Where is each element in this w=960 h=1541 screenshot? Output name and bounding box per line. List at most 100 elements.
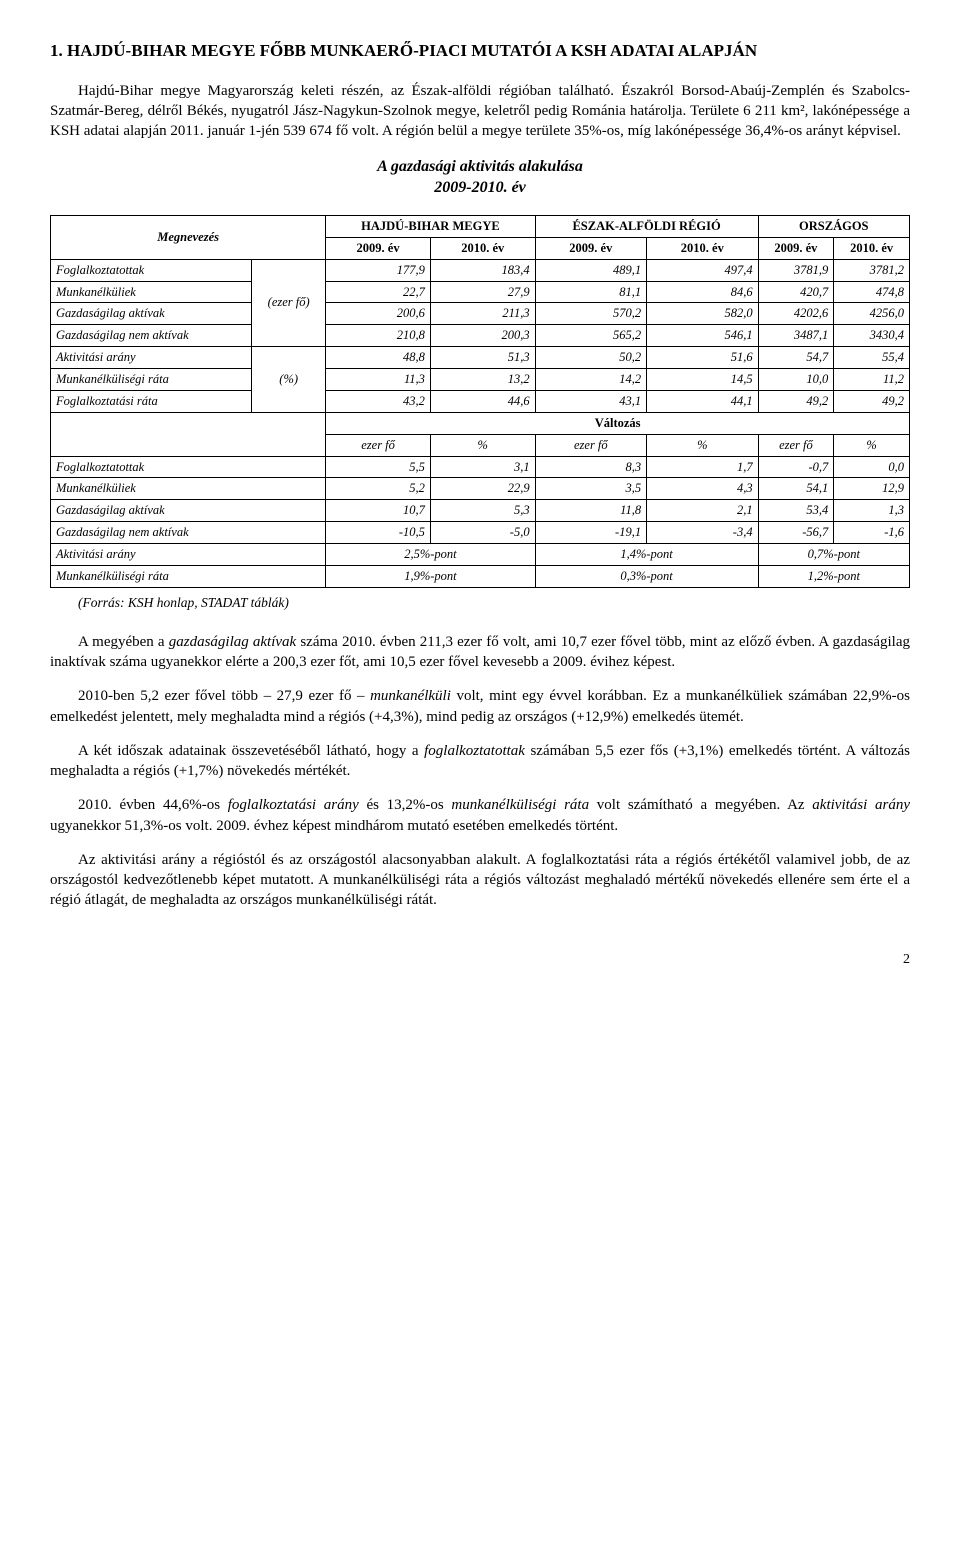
cell: -3,4 xyxy=(647,522,759,544)
cell: 3430,4 xyxy=(834,325,910,347)
cell: 81,1 xyxy=(535,281,646,303)
activity-table: Megnevezés HAJDÚ-BIHAR MEGYE ÉSZAK-ALFÖL… xyxy=(50,215,910,588)
cell-unit-ezer: (ezer fő) xyxy=(252,259,326,347)
text: és 13,2%-os xyxy=(359,797,452,813)
emphasis: munkanélküli xyxy=(370,688,451,704)
cell: 4,3 xyxy=(647,478,759,500)
cell: 27,9 xyxy=(430,281,535,303)
cell: 3,5 xyxy=(535,478,646,500)
table-row: Gazdaságilag nem aktívak -10,5 -5,0 -19,… xyxy=(51,522,910,544)
paragraph-5: 2010. évben 44,6%-os foglalkoztatási ará… xyxy=(50,795,910,836)
text: A megyében a xyxy=(78,634,169,650)
cell: 3781,9 xyxy=(758,259,834,281)
paragraph-6: Az aktivitási arány a régióstól és az or… xyxy=(50,850,910,911)
cell: 183,4 xyxy=(430,259,535,281)
cell: 54,7 xyxy=(758,347,834,369)
table-row: Gazdaságilag aktívak 10,7 5,3 11,8 2,1 5… xyxy=(51,500,910,522)
cell: 4256,0 xyxy=(834,303,910,325)
emphasis: munkanélküliségi ráta xyxy=(451,797,589,813)
cell: 1,3 xyxy=(834,500,910,522)
cell: 10,0 xyxy=(758,369,834,391)
cell: 582,0 xyxy=(647,303,759,325)
cell: 210,8 xyxy=(326,325,431,347)
cell: 200,3 xyxy=(430,325,535,347)
cell: 13,2 xyxy=(430,369,535,391)
cell: 12,9 xyxy=(834,478,910,500)
table-row-valtozas-head: Változás xyxy=(51,412,910,434)
table-source: (Forrás: KSH honlap, STADAT táblák) xyxy=(78,594,910,612)
table-row: Foglalkoztatottak (ezer fő) 177,9 183,4 … xyxy=(51,259,910,281)
paragraph-intro: Hajdú-Bihar megye Magyarország keleti ré… xyxy=(50,81,910,142)
th-region: ÉSZAK-ALFÖLDI RÉGIÓ xyxy=(535,215,758,237)
cell: 2,5%-pont xyxy=(326,544,535,566)
cell-label: Gazdaságilag nem aktívak xyxy=(51,522,326,544)
cell: 48,8 xyxy=(326,347,431,369)
th-2010-1: 2010. év xyxy=(430,237,535,259)
th-2009-2: 2009. év xyxy=(535,237,646,259)
cell: 1,9%-pont xyxy=(326,565,535,587)
section-title: 1. HAJDÚ-BIHAR MEGYE FŐBB MUNKAERŐ-PIACI… xyxy=(50,40,910,63)
table-row: Gazdaságilag aktívak 200,6 211,3 570,2 5… xyxy=(51,303,910,325)
cell: 570,2 xyxy=(535,303,646,325)
cell-label: Aktivitási arány xyxy=(51,544,326,566)
cell: -0,7 xyxy=(758,456,834,478)
cell: 43,1 xyxy=(535,390,646,412)
table-title-line1: A gazdasági aktivitás alakulása xyxy=(377,158,583,175)
table-title: A gazdasági aktivitás alakulása 2009-201… xyxy=(50,156,910,199)
table-row: Munkanélküliek 5,2 22,9 3,5 4,3 54,1 12,… xyxy=(51,478,910,500)
cell: 3,1 xyxy=(430,456,535,478)
cell-label: Munkanélküliségi ráta xyxy=(51,369,252,391)
cell: -5,0 xyxy=(430,522,535,544)
cell-label: Foglalkoztatási ráta xyxy=(51,390,252,412)
text: volt számítható a megyében. Az xyxy=(589,797,812,813)
table-row: Munkanélküliek 22,7 27,9 81,1 84,6 420,7… xyxy=(51,281,910,303)
cell-label: Aktivitási arány xyxy=(51,347,252,369)
cell-unit-pct: (%) xyxy=(252,347,326,413)
table-row: Foglalkoztatottak 5,5 3,1 8,3 1,7 -0,7 0… xyxy=(51,456,910,478)
table-row: Munkanélküliségi ráta 1,9%-pont 0,3%-pon… xyxy=(51,565,910,587)
cell: 53,4 xyxy=(758,500,834,522)
th-2010-2: 2010. év xyxy=(647,237,759,259)
th-country: ORSZÁGOS xyxy=(758,215,909,237)
cell: 5,2 xyxy=(326,478,431,500)
cell: 497,4 xyxy=(647,259,759,281)
cell: -19,1 xyxy=(535,522,646,544)
cell-label: Munkanélküliek xyxy=(51,281,252,303)
page-number: 2 xyxy=(50,951,910,970)
emphasis: foglalkoztatási arány xyxy=(228,797,359,813)
table-row: Aktivitási arány 2,5%-pont 1,4%-pont 0,7… xyxy=(51,544,910,566)
cell-label: Gazdaságilag aktívak xyxy=(51,500,326,522)
th-2009-3: 2009. év xyxy=(758,237,834,259)
cell: 11,8 xyxy=(535,500,646,522)
table-row: Foglalkoztatási ráta 43,2 44,6 43,1 44,1… xyxy=(51,390,910,412)
cell: ezer fő xyxy=(535,434,646,456)
cell: 1,4%-pont xyxy=(535,544,758,566)
cell: 200,6 xyxy=(326,303,431,325)
cell: ezer fő xyxy=(758,434,834,456)
cell: 8,3 xyxy=(535,456,646,478)
cell-valtozas: Változás xyxy=(326,412,910,434)
cell: 1,7 xyxy=(647,456,759,478)
cell: 11,3 xyxy=(326,369,431,391)
cell: 22,9 xyxy=(430,478,535,500)
emphasis: aktivitási arány xyxy=(812,797,910,813)
cell: 10,7 xyxy=(326,500,431,522)
cell: % xyxy=(647,434,759,456)
cell: -1,6 xyxy=(834,522,910,544)
cell: 2,1 xyxy=(647,500,759,522)
cell: 0,3%-pont xyxy=(535,565,758,587)
cell-label: Foglalkoztatottak xyxy=(51,456,326,478)
paragraph-4: A két időszak adatainak összevetéséből l… xyxy=(50,741,910,782)
cell: % xyxy=(834,434,910,456)
cell: 51,3 xyxy=(430,347,535,369)
cell: 22,7 xyxy=(326,281,431,303)
th-2009-1: 2009. év xyxy=(326,237,431,259)
cell: 0,0 xyxy=(834,456,910,478)
text: 2010. évben 44,6%-os xyxy=(78,797,228,813)
table-row: Munkanélküliségi ráta 11,3 13,2 14,2 14,… xyxy=(51,369,910,391)
emphasis: gazdaságilag aktívak xyxy=(169,634,296,650)
cell: -56,7 xyxy=(758,522,834,544)
th-hbm: HAJDÚ-BIHAR MEGYE xyxy=(326,215,535,237)
cell: 489,1 xyxy=(535,259,646,281)
cell: 54,1 xyxy=(758,478,834,500)
